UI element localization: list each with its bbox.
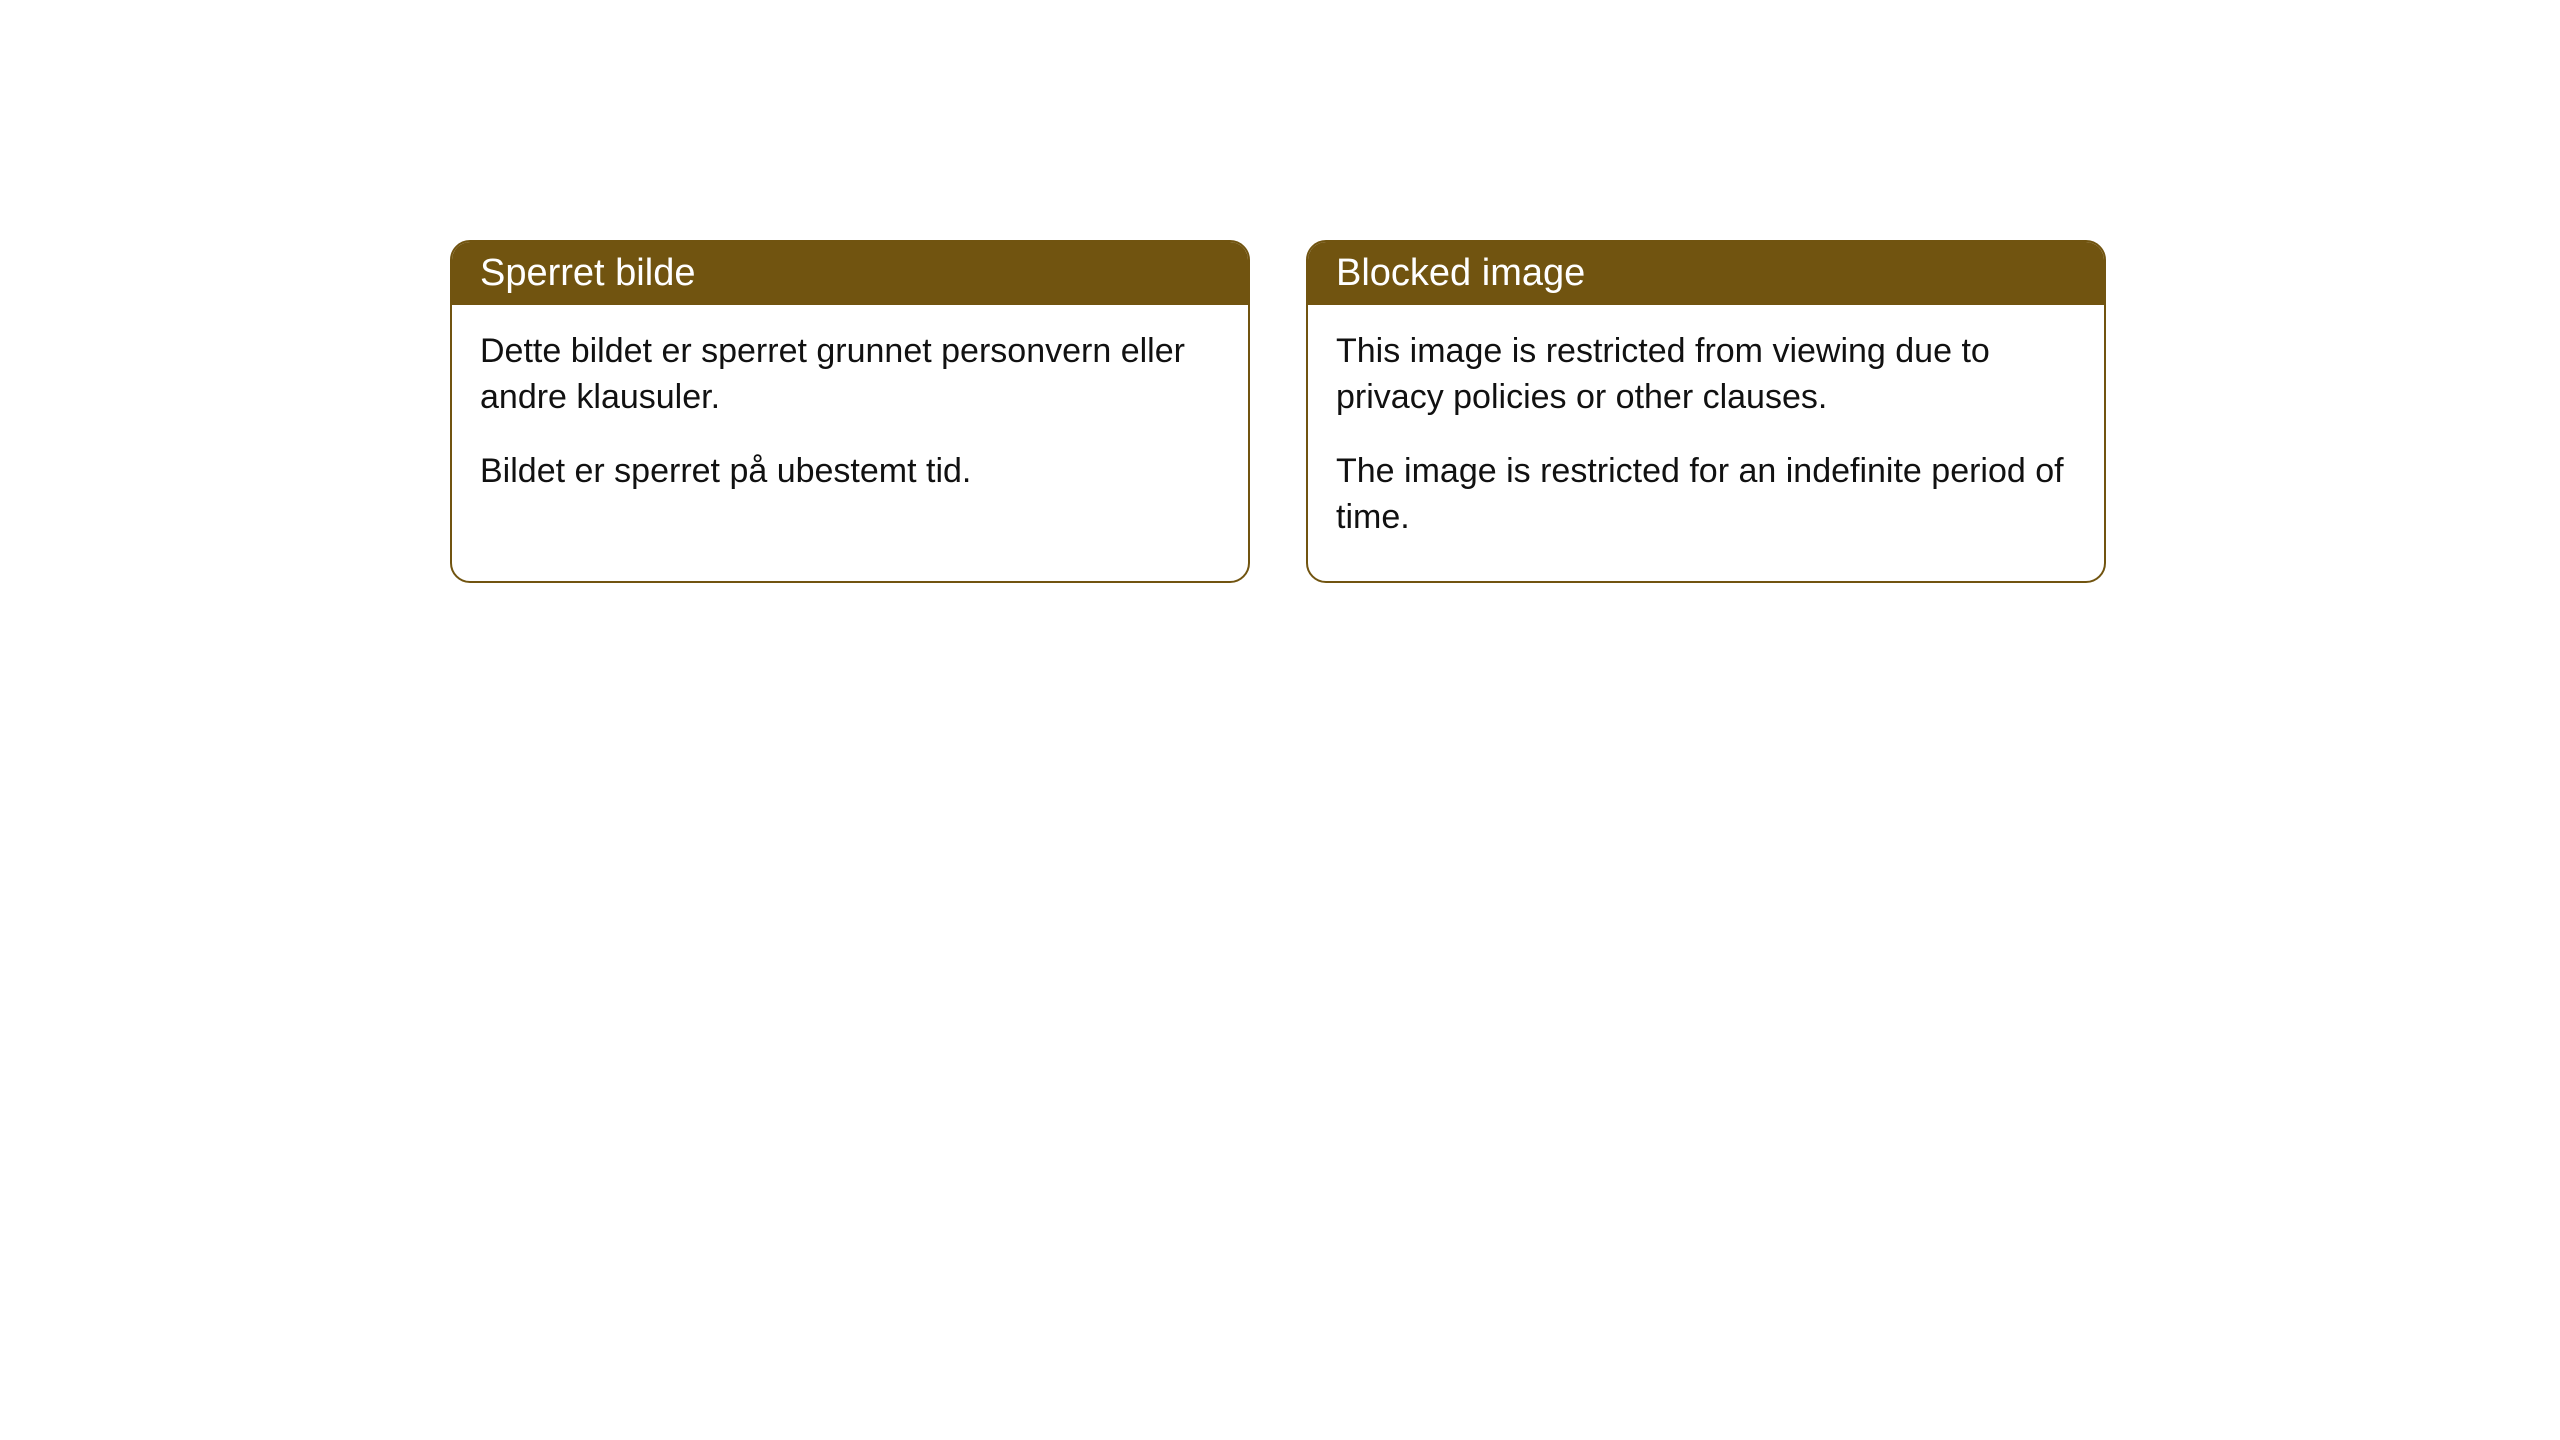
panel-paragraph: This image is restricted from viewing du… [1336,329,2076,421]
panel-paragraph: The image is restricted for an indefinit… [1336,449,2076,541]
panel-paragraph: Bildet er sperret på ubestemt tid. [480,449,1220,495]
panel-header: Sperret bilde [452,242,1248,305]
panel-english: Blocked image This image is restricted f… [1306,240,2106,583]
panel-body: Dette bildet er sperret grunnet personve… [452,305,1248,535]
panel-title: Blocked image [1336,252,1585,294]
panel-title: Sperret bilde [480,252,695,294]
panel-body: This image is restricted from viewing du… [1308,305,2104,581]
panel-header: Blocked image [1308,242,2104,305]
panels-container: Sperret bilde Dette bildet er sperret gr… [450,240,2106,583]
panel-paragraph: Dette bildet er sperret grunnet personve… [480,329,1220,421]
panel-norwegian: Sperret bilde Dette bildet er sperret gr… [450,240,1250,583]
